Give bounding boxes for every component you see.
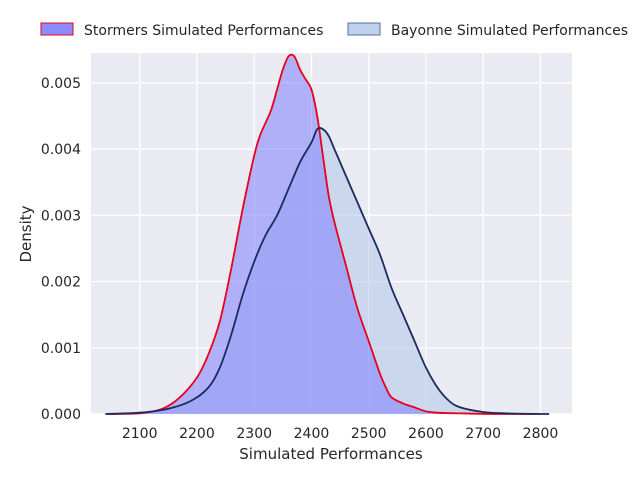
y-axis: 0.000 0.001 0.002 0.003 0.004 0.005 [41,76,81,423]
x-tick-label: 2400 [294,426,330,442]
series-2-line [105,127,550,415]
legend-swatch [347,22,381,36]
x-axis-label: Simulated Performances [239,445,423,463]
y-tick-label: 0.004 [41,142,81,158]
x-tick-label: 2600 [408,426,444,442]
density-areas [105,53,550,415]
x-tick-label: 2500 [351,426,387,442]
series-1-area [108,54,535,415]
y-tick-label: 0.001 [41,341,81,357]
y-tick-label: 0.005 [41,76,81,92]
y-tick-label: 0.003 [41,208,81,224]
x-tick-label: 2200 [179,426,215,442]
x-tick-label: 2300 [236,426,272,442]
y-tick-label: 0.000 [41,407,81,423]
legend-label: Bayonne Simulated Performances [391,23,628,39]
x-tick-label: 2700 [465,426,501,442]
series-1-line [108,53,535,415]
legend-swatch [40,22,74,36]
legend-label: Stormers Simulated Performances [84,23,323,39]
x-tick-label: 2100 [122,426,158,442]
x-axis: 2100 2200 2300 2400 2500 2600 2700 2800 [122,426,558,442]
legend: Stormers Simulated Performances Bayonne S… [40,22,628,39]
x-tick-label: 2800 [523,426,559,442]
y-tick-label: 0.002 [41,275,81,291]
y-axis-label: Density [17,205,35,262]
